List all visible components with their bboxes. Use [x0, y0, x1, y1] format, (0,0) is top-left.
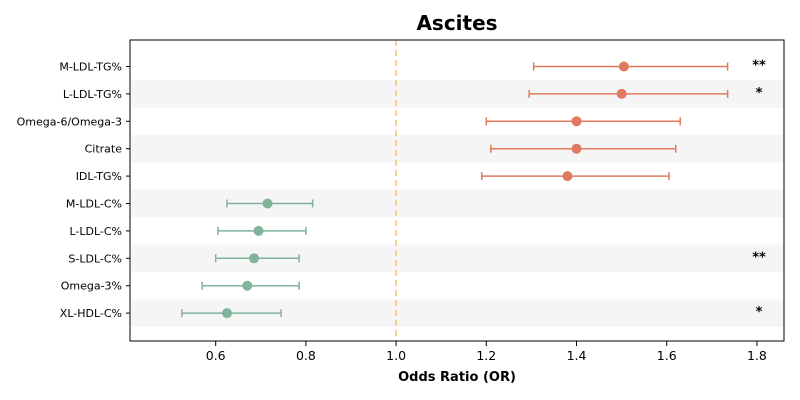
or-point — [221, 308, 232, 319]
x-axis-ticks: 0.6 0.8 1.0 1.2 1.4 1.6 1.8 — [206, 341, 767, 363]
or-point — [262, 198, 273, 209]
category-label: Citrate — [85, 143, 123, 156]
x-tick-label: 1.4 — [567, 348, 587, 363]
x-tick-label: 0.6 — [206, 348, 226, 363]
category-label: S-LDL-C% — [68, 252, 122, 265]
y-axis-categories: M-LDL-TG% L-LDL-TG% Omega-6/Omega-3 Citrate… — [17, 61, 130, 320]
data-marks — [181, 61, 729, 319]
x-tick-label: 1.6 — [657, 348, 677, 363]
category-label: L-LDL-TG% — [63, 88, 122, 101]
significance-marker: ** — [752, 250, 766, 265]
x-tick-label: 1.8 — [747, 348, 767, 363]
category-label: Omega-3% — [61, 280, 122, 293]
category-label: Omega-6/Omega-3 — [17, 115, 122, 128]
or-point — [618, 61, 629, 72]
category-label: M-LDL-TG% — [59, 61, 122, 74]
x-tick-label: 1.0 — [386, 348, 406, 363]
significance-marker: ** — [752, 59, 766, 74]
x-axis-label: Odds Ratio (OR) — [398, 370, 516, 385]
or-point — [616, 88, 627, 99]
category-label: L-LDL-C% — [69, 225, 122, 238]
or-point — [571, 143, 582, 154]
or-point — [571, 116, 582, 127]
significance-marker: * — [756, 305, 763, 320]
significance-marker: * — [756, 86, 763, 101]
or-point — [562, 171, 573, 182]
or-point — [253, 225, 264, 236]
significance-markers: ****** — [752, 59, 766, 321]
plot-frame — [129, 39, 785, 342]
or-point — [249, 253, 260, 264]
or-point — [242, 280, 253, 291]
category-label: XL-HDL-C% — [60, 307, 122, 320]
category-label: IDL-TG% — [76, 170, 122, 183]
x-tick-label: 0.8 — [296, 348, 316, 363]
chart-title: Ascites — [416, 11, 497, 35]
category-label: M-LDL-C% — [66, 198, 122, 211]
row-band — [131, 135, 784, 163]
x-tick-label: 1.2 — [476, 348, 496, 363]
